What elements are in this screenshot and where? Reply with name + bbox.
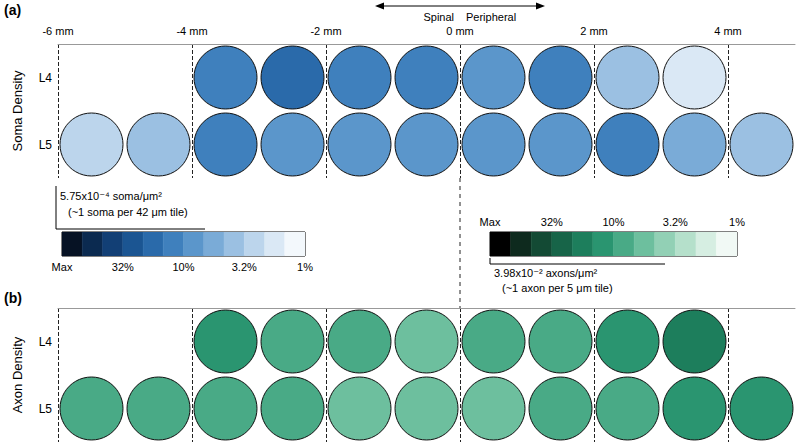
svg-text:10%: 10% — [602, 216, 624, 228]
svg-text:Max: Max — [480, 216, 501, 228]
svg-text:2 mm: 2 mm — [580, 25, 608, 37]
svg-text:Axon Density: Axon Density — [10, 336, 25, 413]
svg-text:(~1 axon per 5 μm tile): (~1 axon per 5 μm tile) — [502, 282, 613, 294]
svg-text:32%: 32% — [112, 261, 134, 273]
svg-text:(~1 soma per 42 μm tile): (~1 soma per 42 μm tile) — [68, 206, 188, 218]
svg-text:Max: Max — [52, 261, 73, 273]
svg-text:1%: 1% — [729, 216, 745, 228]
svg-text:4 mm: 4 mm — [714, 25, 742, 37]
svg-text:L4: L4 — [39, 71, 53, 85]
svg-text:-4 mm: -4 mm — [176, 25, 207, 37]
svg-text:10%: 10% — [172, 261, 194, 273]
svg-text:Peripheral: Peripheral — [466, 11, 516, 23]
svg-text:1%: 1% — [297, 261, 313, 273]
svg-text:(b): (b) — [4, 290, 22, 306]
svg-text:-6 mm: -6 mm — [42, 25, 73, 37]
svg-text:-2 mm: -2 mm — [310, 25, 341, 37]
svg-text:Soma Density: Soma Density — [10, 70, 25, 151]
svg-text:3.2%: 3.2% — [232, 261, 257, 273]
svg-text:(a): (a) — [4, 2, 21, 18]
svg-text:Spinal: Spinal — [423, 11, 454, 23]
svg-text:L5: L5 — [39, 138, 53, 152]
svg-text:L5: L5 — [39, 402, 53, 416]
svg-text:3.98x10⁻² axons/μm²: 3.98x10⁻² axons/μm² — [494, 267, 598, 279]
svg-text:32%: 32% — [541, 216, 563, 228]
svg-text:3.2%: 3.2% — [663, 216, 688, 228]
svg-text:0 mm: 0 mm — [446, 25, 474, 37]
svg-text:5.75x10⁻⁴ soma/μm²: 5.75x10⁻⁴ soma/μm² — [60, 190, 162, 202]
svg-text:L4: L4 — [39, 335, 53, 349]
